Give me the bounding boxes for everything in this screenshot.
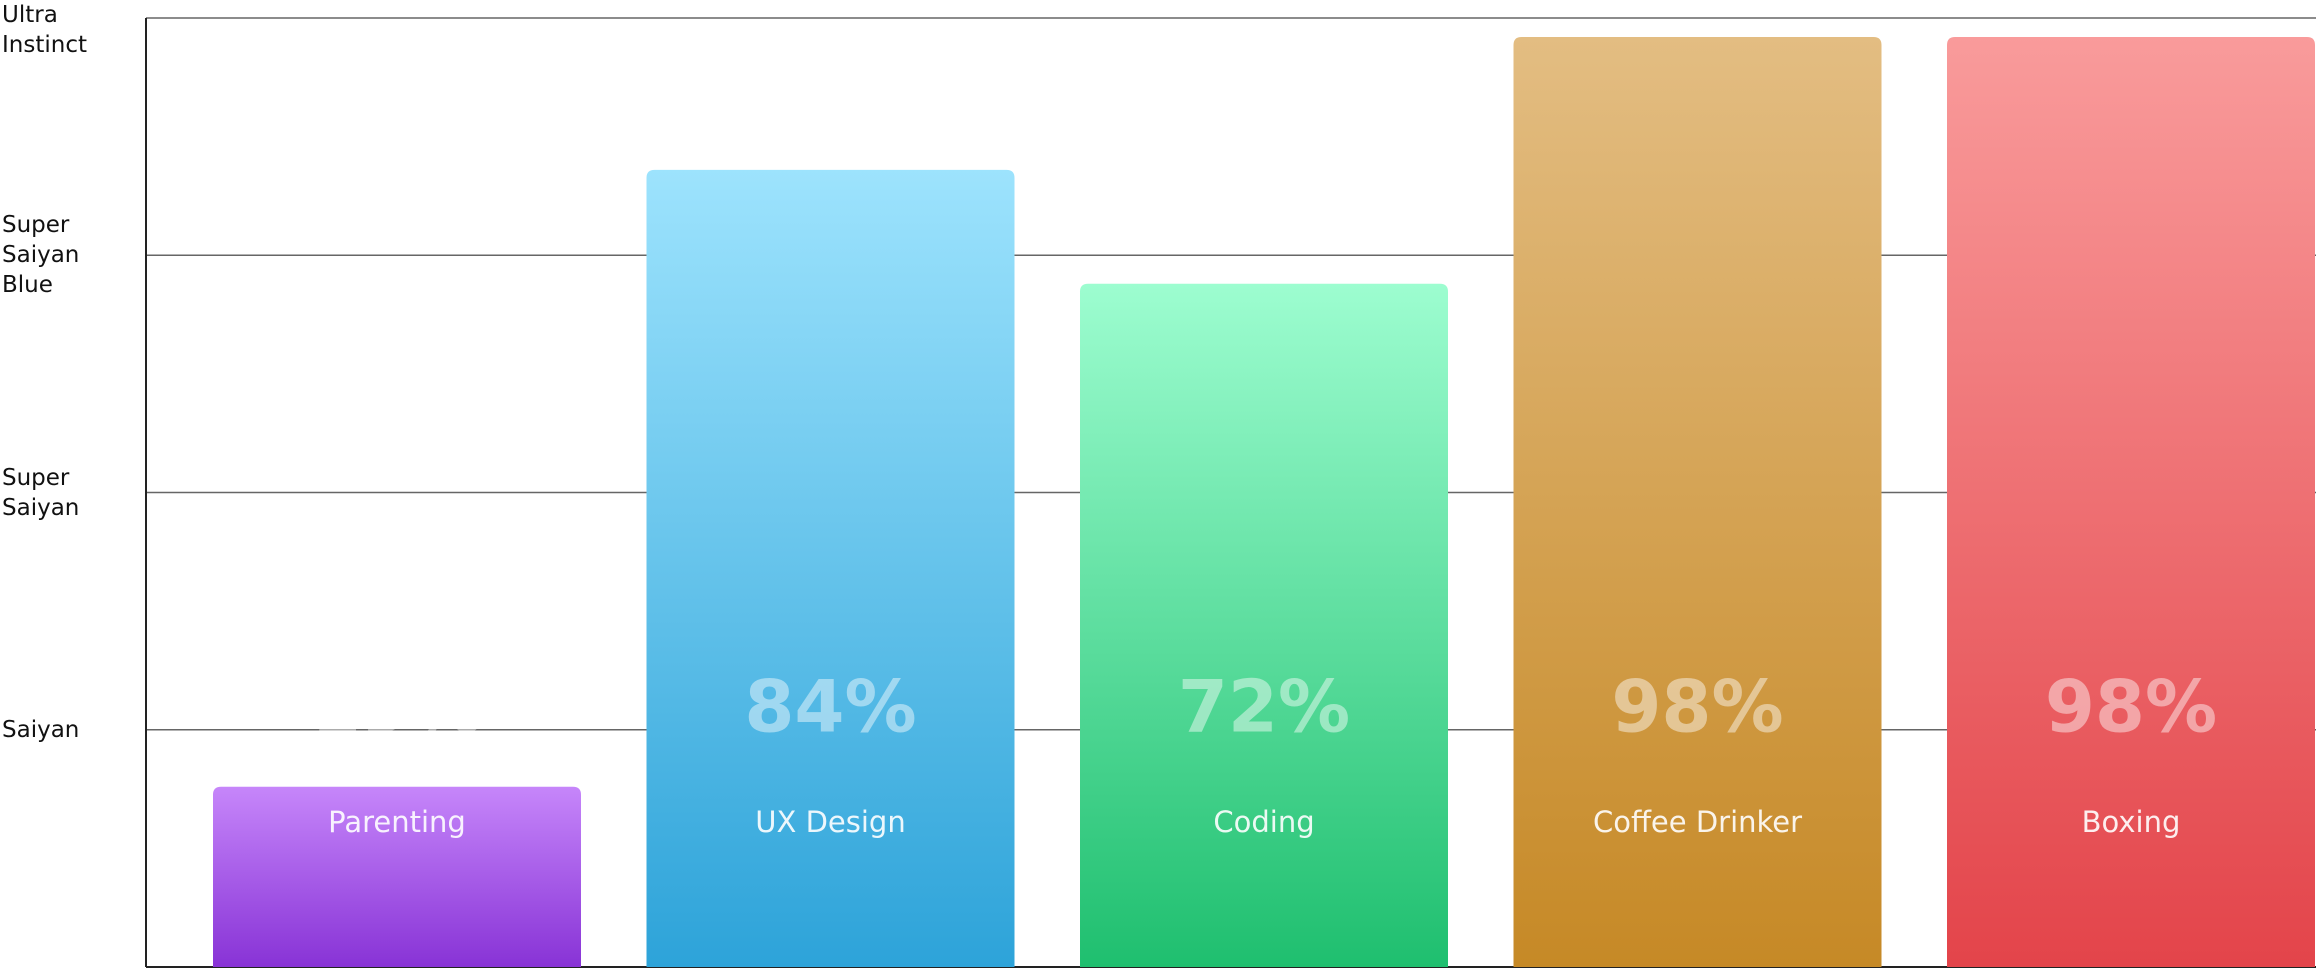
- bar: [1513, 36, 1882, 968]
- bar: [1080, 283, 1448, 968]
- category-label: Parenting: [328, 805, 466, 839]
- category-label: Coding: [1213, 805, 1314, 839]
- value-label: 98%: [2045, 665, 2217, 749]
- y-tick-label: Super Saiyan Blue: [2, 212, 80, 299]
- bar: [1947, 36, 2315, 968]
- value-label: 19%: [311, 665, 483, 749]
- y-tick-label: Saiyan: [2, 716, 80, 743]
- value-label: 98%: [1611, 665, 1783, 749]
- value-label: 72%: [1178, 665, 1350, 749]
- bar: [646, 169, 1015, 968]
- value-label: 84%: [744, 665, 916, 749]
- category-label: UX Design: [755, 805, 905, 839]
- bar: [213, 786, 581, 967]
- y-tick-label: Super Saiyan: [2, 464, 80, 521]
- category-label: Boxing: [2082, 805, 2181, 839]
- category-label: Coffee Drinker: [1593, 805, 1802, 839]
- y-tick-label: Ultra Instinct: [2, 2, 87, 58]
